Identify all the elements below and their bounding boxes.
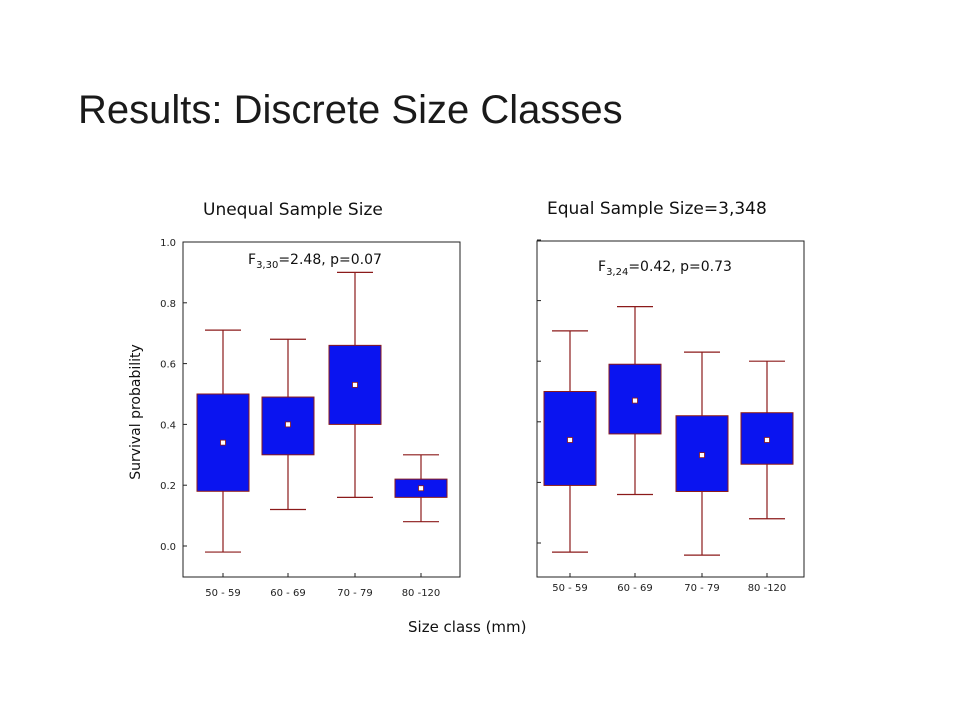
mean-marker xyxy=(764,437,770,443)
y-tick-label: 1.0 xyxy=(160,238,176,249)
mean-marker xyxy=(220,439,226,446)
x-tick-label: 80 -120 xyxy=(402,588,441,599)
box-2 xyxy=(608,363,662,435)
x-tick-label: 70 - 79 xyxy=(684,583,719,594)
x-tick-label: 50 - 59 xyxy=(205,588,240,599)
mean-marker xyxy=(418,485,424,492)
right-chart-title: Equal Sample Size=3,348 xyxy=(547,199,767,219)
mean-marker xyxy=(352,381,358,388)
mean-marker xyxy=(632,397,638,404)
mean-marker xyxy=(567,437,573,443)
x-axis-label: Size class (mm) xyxy=(408,618,527,636)
x-tick-label: 60 - 69 xyxy=(270,588,305,599)
slide-title: Results: Discrete Size Classes xyxy=(78,88,623,132)
f-statistic-label: F3,24=0.42, p=0.73 xyxy=(598,259,732,278)
y-tick-label: 0.0 xyxy=(160,542,176,553)
plot-frame xyxy=(536,240,805,578)
left-chart-title: Unequal Sample Size xyxy=(203,200,383,220)
mean-marker xyxy=(699,452,705,459)
mean-marker xyxy=(285,421,291,428)
box-3 xyxy=(328,344,382,425)
x-tick-label: 60 - 69 xyxy=(617,583,652,594)
f-statistic-label: F3,30=2.48, p=0.07 xyxy=(248,252,382,271)
y-tick-label: 0.6 xyxy=(160,360,176,371)
plot-frame xyxy=(182,241,461,578)
y-tick-label: 0.8 xyxy=(160,299,176,310)
x-tick-label: 50 - 59 xyxy=(552,583,587,594)
x-tick-label: 70 - 79 xyxy=(337,588,372,599)
y-tick-label: 0.2 xyxy=(160,481,176,492)
y-tick-label: 0.4 xyxy=(160,420,176,431)
x-tick-label: 80 -120 xyxy=(748,583,787,594)
